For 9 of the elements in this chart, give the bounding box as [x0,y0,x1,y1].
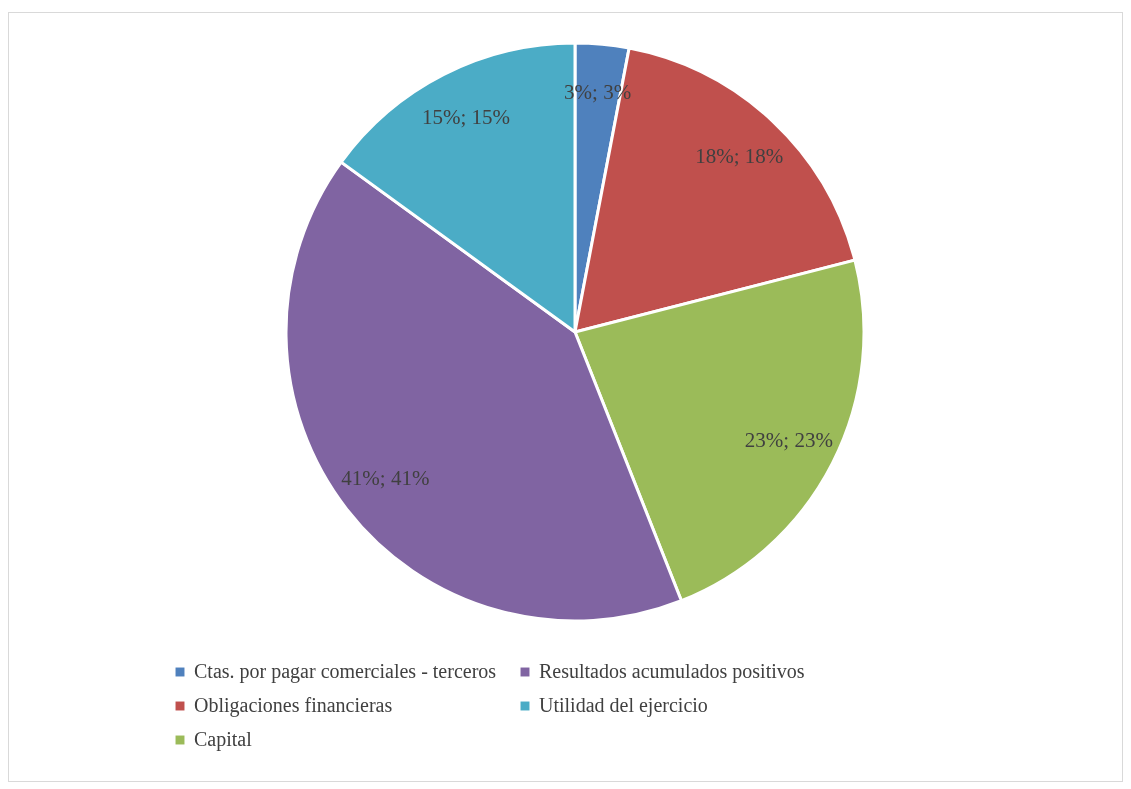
legend-label: Resultados acumulados positivos [539,660,805,683]
legend-label: Ctas. por pagar comerciales - terceros [194,660,497,683]
data-label: 23%; 23% [744,427,833,452]
legend-label: Obligaciones financieras [194,694,393,717]
legend-label: Utilidad del ejercicio [539,694,708,717]
data-label: 15%; 15% [422,105,511,130]
data-label: 41%; 41% [341,466,430,491]
data-label: 18%; 18% [695,144,784,169]
legend-label: Capital [194,728,253,751]
